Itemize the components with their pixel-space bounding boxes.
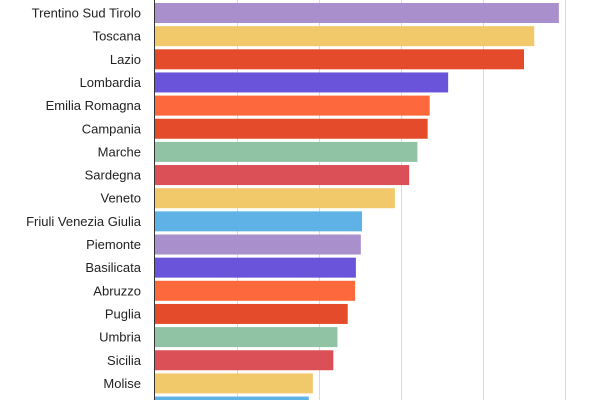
bar bbox=[155, 280, 356, 301]
bar bbox=[155, 72, 449, 93]
bar bbox=[155, 95, 430, 116]
category-label: Sardegna bbox=[85, 168, 142, 183]
bar bbox=[155, 3, 559, 23]
bar bbox=[155, 234, 361, 255]
bar bbox=[155, 188, 395, 209]
category-label: Sicilia bbox=[107, 353, 142, 368]
category-label: Trentino Sud Tirolo bbox=[32, 6, 141, 21]
category-label: Lombardia bbox=[80, 75, 142, 90]
category-label: Puglia bbox=[105, 306, 142, 321]
bar bbox=[155, 373, 313, 394]
bar bbox=[155, 257, 356, 278]
category-labels: Trentino Sud Tirolo Toscana Lazio Lombardia… bbox=[26, 6, 142, 391]
bar bbox=[155, 211, 363, 232]
category-label: Toscana bbox=[93, 29, 142, 44]
bar bbox=[155, 350, 334, 371]
category-label: Abruzzo bbox=[93, 283, 141, 298]
bar bbox=[155, 303, 348, 324]
category-label: Lazio bbox=[110, 52, 141, 67]
category-label: Campania bbox=[82, 121, 142, 136]
bar bbox=[155, 165, 410, 186]
category-label: Veneto bbox=[101, 191, 142, 206]
bar bbox=[155, 26, 535, 47]
category-label: Molise bbox=[103, 376, 141, 391]
category-label: Friuli Venezia Giulia bbox=[26, 214, 142, 229]
bars bbox=[155, 3, 559, 400]
bar bbox=[155, 118, 428, 139]
bar bbox=[155, 327, 338, 348]
bar bbox=[155, 396, 309, 400]
bar bbox=[155, 141, 418, 162]
category-label: Marche bbox=[98, 144, 141, 159]
bar bbox=[155, 49, 524, 70]
category-label: Piemonte bbox=[86, 237, 141, 252]
category-label: Umbria bbox=[99, 330, 142, 345]
category-label: Emilia Romagna bbox=[46, 98, 142, 113]
category-label: Basilicata bbox=[85, 260, 141, 275]
